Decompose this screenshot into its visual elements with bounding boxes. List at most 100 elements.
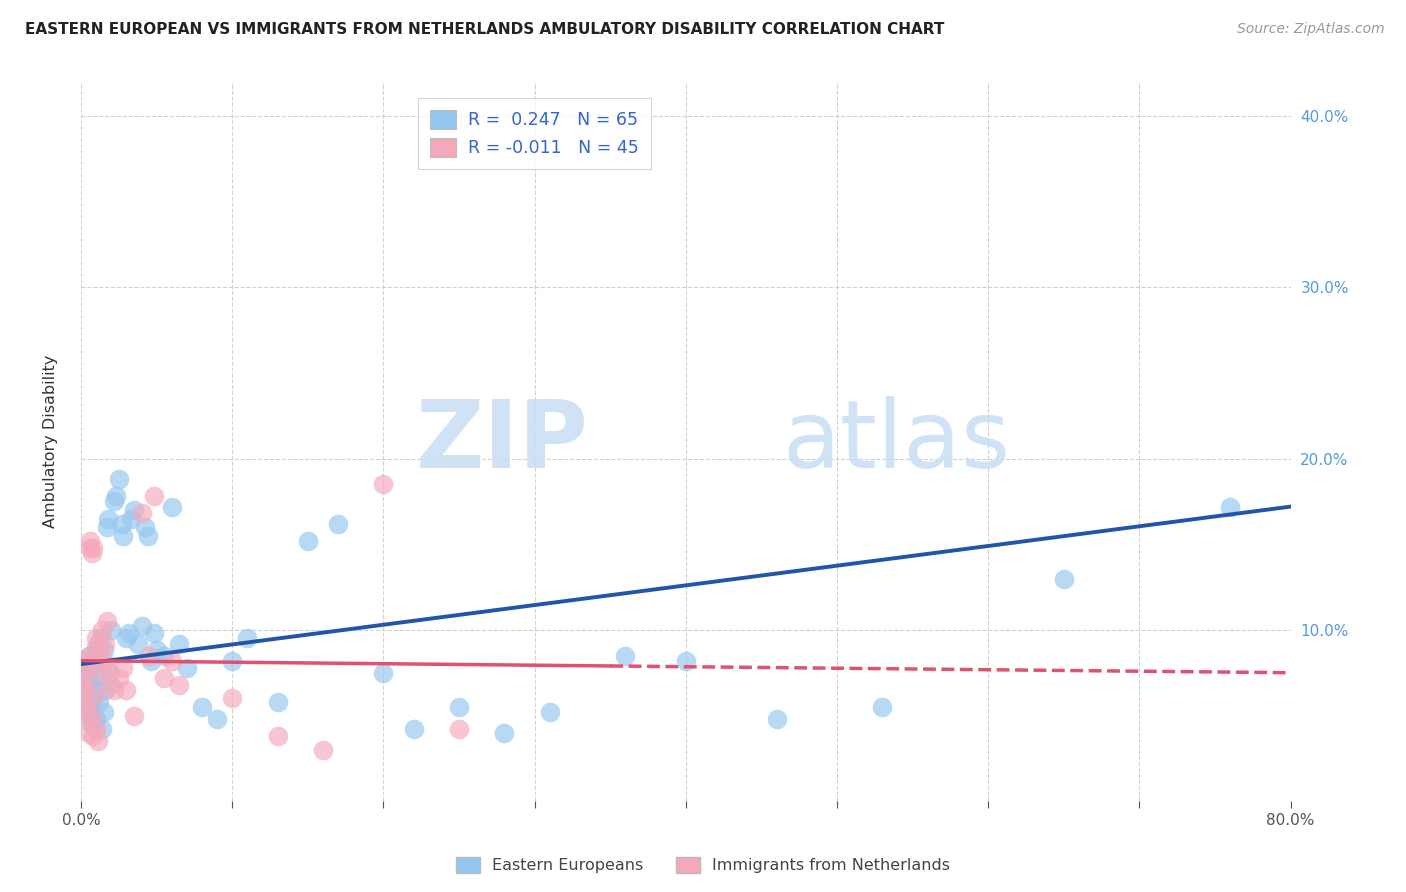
Point [103,682,125,697]
Point [76,712,98,726]
Point [160,500,183,514]
Point [169,678,191,692]
Point [120,511,142,525]
Point [76,660,98,674]
Point [82,541,104,555]
Point [447,700,470,714]
Y-axis label: Ambulatory Disability: Ambulatory Disability [44,355,58,528]
Point [84,712,107,726]
Point [122,503,145,517]
Text: EASTERN EUROPEAN VS IMMIGRANTS FROM NETHERLANDS AMBULATORY DISABILITY CORRELATIO: EASTERN EUROPEAN VS IMMIGRANTS FROM NETH… [25,22,945,37]
Point [139,654,162,668]
Point [153,671,176,685]
Point [76,671,98,685]
Text: Source: ZipAtlas.com: Source: ZipAtlas.com [1237,22,1385,37]
Point [614,648,637,663]
Point [100,623,122,637]
Point [97,511,120,525]
Point [145,643,167,657]
Point [83,688,105,702]
Point [72,665,94,680]
Point [72,671,94,685]
Point [373,477,395,491]
Point [100,678,122,692]
Point [93,654,115,668]
Point [236,632,259,646]
Point [447,723,470,737]
Point [111,516,134,531]
Point [115,632,138,646]
Point [72,682,94,697]
Point [326,516,349,531]
Point [73,678,96,692]
Point [96,520,118,534]
Point [221,691,243,706]
Text: ZIP: ZIP [416,395,589,488]
Point [89,643,111,657]
Point [191,700,214,714]
Point [134,520,156,534]
Point [77,648,100,663]
Point [131,507,153,521]
Point [153,648,176,663]
Point [160,654,183,668]
Point [79,708,101,723]
Point [96,615,118,629]
Point [872,700,894,714]
Point [93,643,115,657]
Point [77,700,100,714]
Point [93,705,115,719]
Point [89,695,111,709]
Point [97,660,120,674]
Point [90,632,112,646]
Point [169,637,191,651]
Point [221,654,243,668]
Point [1219,500,1241,514]
Point [402,723,425,737]
Point [127,637,149,651]
Point [108,671,131,685]
Point [79,533,101,548]
Point [494,725,516,739]
Point [77,648,100,663]
Point [80,708,103,723]
Point [80,717,103,731]
Point [108,472,131,486]
Point [94,637,117,651]
Point [79,674,101,689]
Point [90,665,112,680]
Point [142,626,165,640]
Point [98,665,121,680]
Legend: Eastern Europeans, Immigrants from Netherlands: Eastern Europeans, Immigrants from Nethe… [450,850,956,880]
Point [142,489,165,503]
Point [176,660,198,674]
Point [1053,572,1076,586]
Point [84,632,107,646]
Point [84,640,107,654]
Point [675,654,697,668]
Point [91,723,114,737]
Legend: R =  0.247   N = 65, R = -0.011   N = 45: R = 0.247 N = 65, R = -0.011 N = 45 [418,98,651,169]
Point [122,708,145,723]
Point [266,729,288,743]
Point [73,695,96,709]
Point [297,533,319,548]
Point [75,654,97,668]
Point [104,489,127,503]
Point [77,725,100,739]
Point [266,695,288,709]
Point [205,712,228,726]
Point [76,688,98,702]
Point [82,660,104,674]
Text: atlas: atlas [783,395,1011,488]
Point [75,657,97,672]
Point [75,700,97,714]
Point [373,665,395,680]
Point [112,660,135,674]
Point [112,529,135,543]
Point [131,619,153,633]
Point [79,541,101,555]
Point [80,654,103,668]
Point [86,669,108,683]
Point [136,529,159,543]
